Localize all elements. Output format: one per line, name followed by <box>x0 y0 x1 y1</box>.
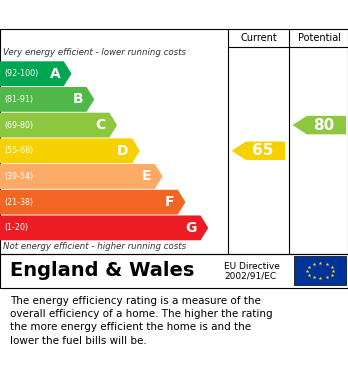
Text: E: E <box>142 169 151 183</box>
Polygon shape <box>232 142 285 160</box>
Text: (92-100): (92-100) <box>4 69 38 78</box>
Text: (69-80): (69-80) <box>4 120 33 129</box>
Text: Energy Efficiency Rating: Energy Efficiency Rating <box>60 5 288 23</box>
Text: 65: 65 <box>252 143 274 158</box>
Text: B: B <box>72 92 83 106</box>
Text: EU Directive: EU Directive <box>224 262 280 271</box>
Bar <box>294 256 346 285</box>
Text: England & Wales: England & Wales <box>10 260 195 280</box>
Text: Current: Current <box>240 33 277 43</box>
Text: (39-54): (39-54) <box>4 172 33 181</box>
Text: F: F <box>165 195 174 209</box>
Text: (81-91): (81-91) <box>4 95 33 104</box>
Polygon shape <box>0 138 140 163</box>
Text: C: C <box>96 118 106 132</box>
Text: (21-38): (21-38) <box>4 198 33 207</box>
Text: (55-68): (55-68) <box>4 146 33 155</box>
Text: 80: 80 <box>313 118 334 133</box>
Polygon shape <box>0 87 94 112</box>
Text: (1-20): (1-20) <box>4 223 28 232</box>
Text: 2002/91/EC: 2002/91/EC <box>224 271 277 280</box>
Polygon shape <box>292 116 346 135</box>
Polygon shape <box>0 113 117 138</box>
Text: Not energy efficient - higher running costs: Not energy efficient - higher running co… <box>3 242 187 251</box>
Polygon shape <box>0 61 71 86</box>
Text: D: D <box>117 144 129 158</box>
Polygon shape <box>0 215 208 240</box>
Text: A: A <box>50 67 60 81</box>
Text: Very energy efficient - lower running costs: Very energy efficient - lower running co… <box>3 48 187 57</box>
Polygon shape <box>0 164 163 189</box>
Polygon shape <box>0 190 185 215</box>
Text: The energy efficiency rating is a measure of the
overall efficiency of a home. T: The energy efficiency rating is a measur… <box>10 296 273 346</box>
Text: Potential: Potential <box>298 33 341 43</box>
Text: G: G <box>186 221 197 235</box>
